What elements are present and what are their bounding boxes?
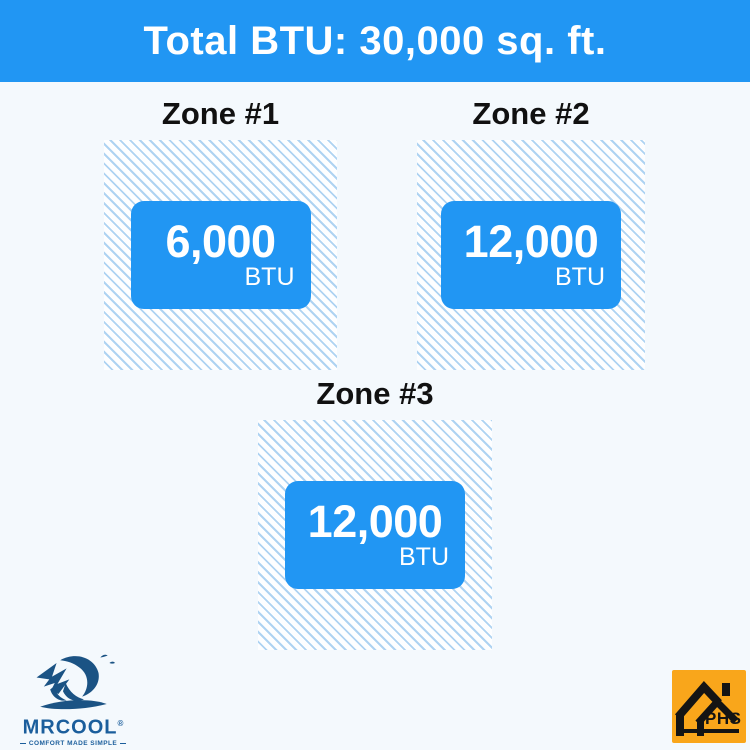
mrcool-tagline: COMFORT MADE SIMPLE [28,739,118,747]
zone-3-label: Zone #3 [316,376,434,411]
zone-3-area: 12,000 BTU [258,420,492,650]
mrcool-wordmark: MRCOOL® [14,714,132,738]
zone-2-btu-unit: BTU [555,262,605,291]
zone-3-btu-unit: BTU [399,542,449,571]
zone-2-area: 12,000 BTU [417,140,645,370]
zone-2-btu-card: 12,000 BTU [441,201,621,309]
zone-2-btu-value: 12,000 [463,216,599,268]
zone-1-btu-card: 6,000 BTU [130,201,311,309]
zone-3: Zone #3 12,000 BTU [258,374,492,650]
phs-wordmark: PHS [705,709,742,728]
zone-2-label: Zone #2 [472,96,590,131]
registered-trademark-symbol: ® [117,719,124,728]
zone-1-btu-unit: BTU [244,262,295,291]
tagline-rule-right [120,742,127,744]
zone-1-btu-value: 6,000 [165,216,276,268]
mrcool-tagline-row: COMFORT MADE SIMPLE [14,740,132,747]
zone-1-label: Zone #1 [161,96,280,131]
zone-1-area: 6,000 BTU [104,140,337,370]
zone-2: Zone #2 12,000 BTU [417,94,645,370]
mrcool-logo: MRCOOL® COMFORT MADE SIMPLE [14,652,132,747]
zone-3-btu-value: 12,000 [307,496,443,548]
page-title: Total BTU: 30,000 sq. ft. [143,18,607,63]
phs-house-roof-icon [674,681,739,736]
header-banner: Total BTU: 30,000 sq. ft. [0,0,750,82]
zone-1: Zone #1 6,000 BTU [104,94,337,370]
mrcool-penguin-mascot-icon [36,654,115,710]
phs-logo: PHS [672,670,746,743]
tagline-rule-left [20,742,26,744]
zone-3-btu-card: 12,000 BTU [285,481,465,589]
phs-underline [678,729,739,733]
mrcool-name: MRCOOL [22,716,118,739]
